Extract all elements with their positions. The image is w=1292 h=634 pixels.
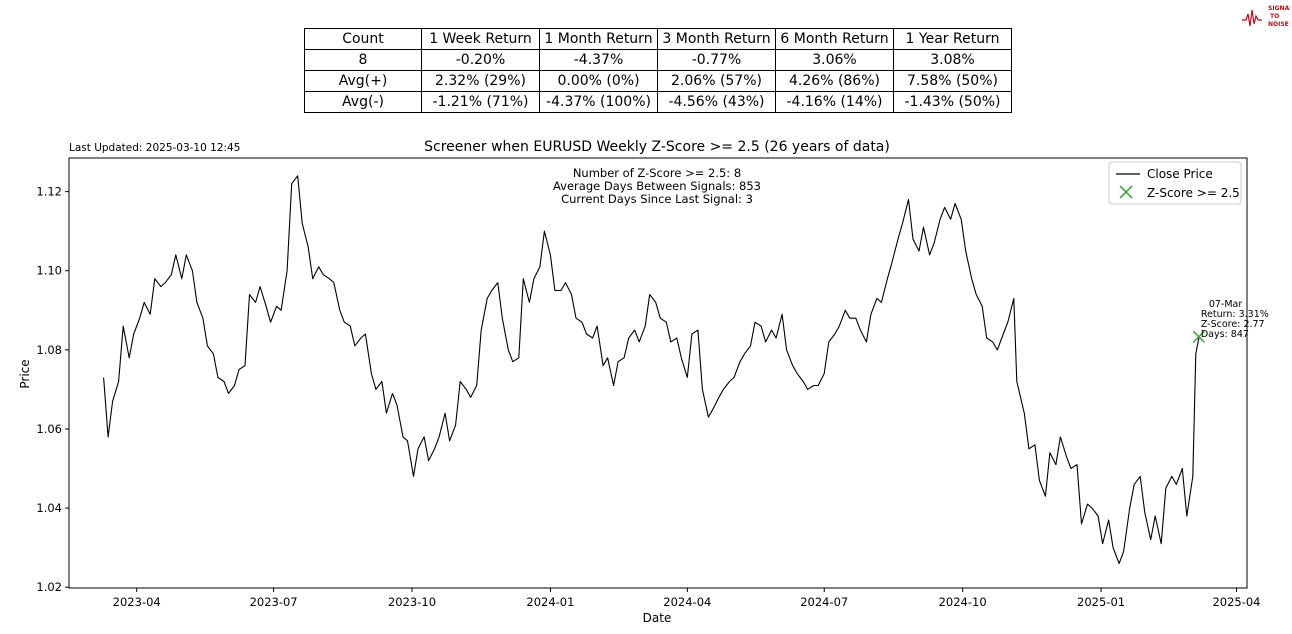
table-cell: -0.77% [657, 49, 776, 71]
stats-line-count: Number of Z-Score >= 2.5: 8 [573, 166, 741, 180]
signal-to-noise-logo: SIGNAL TO NOISE [1240, 2, 1292, 32]
logo-text-signal: SIGNAL [1268, 5, 1290, 12]
y-axis-label: Price [18, 359, 32, 388]
table-cell: 2.06% (57%) [657, 70, 776, 92]
y-tick-label: 1.02 [36, 580, 62, 594]
legend: Close Price Z-Score >= 2.5 [1108, 161, 1242, 205]
table-cell: 2.32% (29%) [421, 70, 540, 92]
y-tick-label: 1.10 [36, 264, 62, 278]
legend-close-price-label: Close Price [1147, 167, 1213, 181]
plot-area: 2023-04 2023-07 2023-10 2024-01 2024-04 2024-… [36, 157, 1269, 609]
returns-table: Count 1 Week Return 1 Month Return 3 Mon… [304, 28, 1012, 113]
legend-zscore-label: Z-Score >= 2.5 [1147, 186, 1240, 200]
y-tick-label: 1.06 [36, 422, 62, 436]
y-tick-label: 1.04 [36, 501, 62, 515]
logo-text-to: TO [1270, 13, 1279, 20]
x-tick-label: 2025-04 [1212, 595, 1260, 609]
y-tick-label: 1.08 [36, 343, 62, 357]
x-tick-label: 2024-04 [663, 595, 711, 609]
table-header-3-month: 3 Month Return [657, 28, 776, 50]
annotation-days: Days: 847 [1201, 329, 1249, 340]
table-cell: 7.58% (50%) [893, 70, 1012, 92]
table-cell: Avg(-) [304, 91, 422, 113]
table-row-avg-positive: Avg(+) 2.32% (29%) 0.00% (0%) 2.06% (57%… [304, 70, 1012, 92]
x-tick-label: 2024-07 [800, 595, 848, 609]
table-cell: 3.08% [893, 49, 1012, 71]
x-tick-label: 2023-07 [250, 595, 298, 609]
x-tick-label: 2023-04 [113, 595, 161, 609]
zscore-signal-marker [1192, 330, 1205, 343]
annotation-date: 07-Mar [1209, 299, 1243, 310]
chart-title: Screener when EURUSD Weekly Z-Score >= 2… [424, 139, 890, 155]
logo-icon: SIGNAL TO NOISE [1242, 5, 1292, 28]
returns-table-header-row: Count 1 Week Return 1 Month Return 3 Mon… [304, 28, 1012, 50]
table-cell: -1.21% (71%) [421, 91, 540, 113]
x-tick-label: 2023-10 [388, 595, 436, 609]
annotation-return: Return: 3.31% [1201, 309, 1269, 320]
logo-wave-icon [1242, 9, 1262, 27]
annotation-zscore: Z-Score: 2.77 [1201, 319, 1265, 330]
table-cell: Avg(+) [304, 70, 422, 92]
table-cell: -4.16% (14%) [775, 91, 894, 113]
x-tick-label: 2024-01 [526, 595, 574, 609]
legend-zscore-x-icon [1119, 185, 1133, 199]
x-tick-label: 2025-01 [1077, 595, 1125, 609]
table-row-avg-negative: Avg(-) -1.21% (71%) -4.37% (100%) -4.56%… [304, 91, 1012, 113]
x-axis-label: Date [643, 611, 672, 625]
logo-text-noise: NOISE [1268, 21, 1289, 28]
table-cell: 4.26% (86%) [775, 70, 894, 92]
table-cell: 0.00% (0%) [539, 70, 658, 92]
last-updated-text: Last Updated: 2025-03-10 12:45 [69, 142, 240, 154]
table-cell: -4.37% (100%) [539, 91, 658, 113]
plot-frame [68, 157, 1248, 589]
table-header-1-month: 1 Month Return [539, 28, 658, 50]
zscore-marker-stroke [1192, 330, 1205, 343]
table-cell: -0.20% [421, 49, 540, 71]
table-cell: -1.43% (50%) [893, 91, 1012, 113]
stats-line-average-days: Average Days Between Signals: 853 [553, 179, 761, 193]
stats-line-current-days: Current Days Since Last Signal: 3 [561, 192, 753, 206]
table-cell: -4.56% (43%) [657, 91, 776, 113]
signal-stats-text: Number of Z-Score >= 2.5: 8 Average Days… [553, 166, 761, 206]
close-price-line [103, 175, 1200, 565]
y-tick-label: 1.12 [36, 185, 62, 199]
x-tick-label: 2024-10 [939, 595, 987, 609]
legend-box [1108, 161, 1242, 205]
table-header-1-week: 1 Week Return [421, 28, 540, 50]
table-header-count: Count [304, 28, 422, 50]
